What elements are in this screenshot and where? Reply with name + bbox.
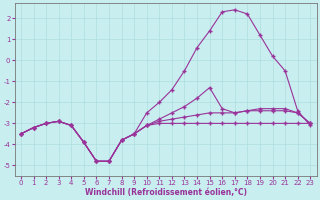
X-axis label: Windchill (Refroidissement éolien,°C): Windchill (Refroidissement éolien,°C) xyxy=(84,188,247,197)
